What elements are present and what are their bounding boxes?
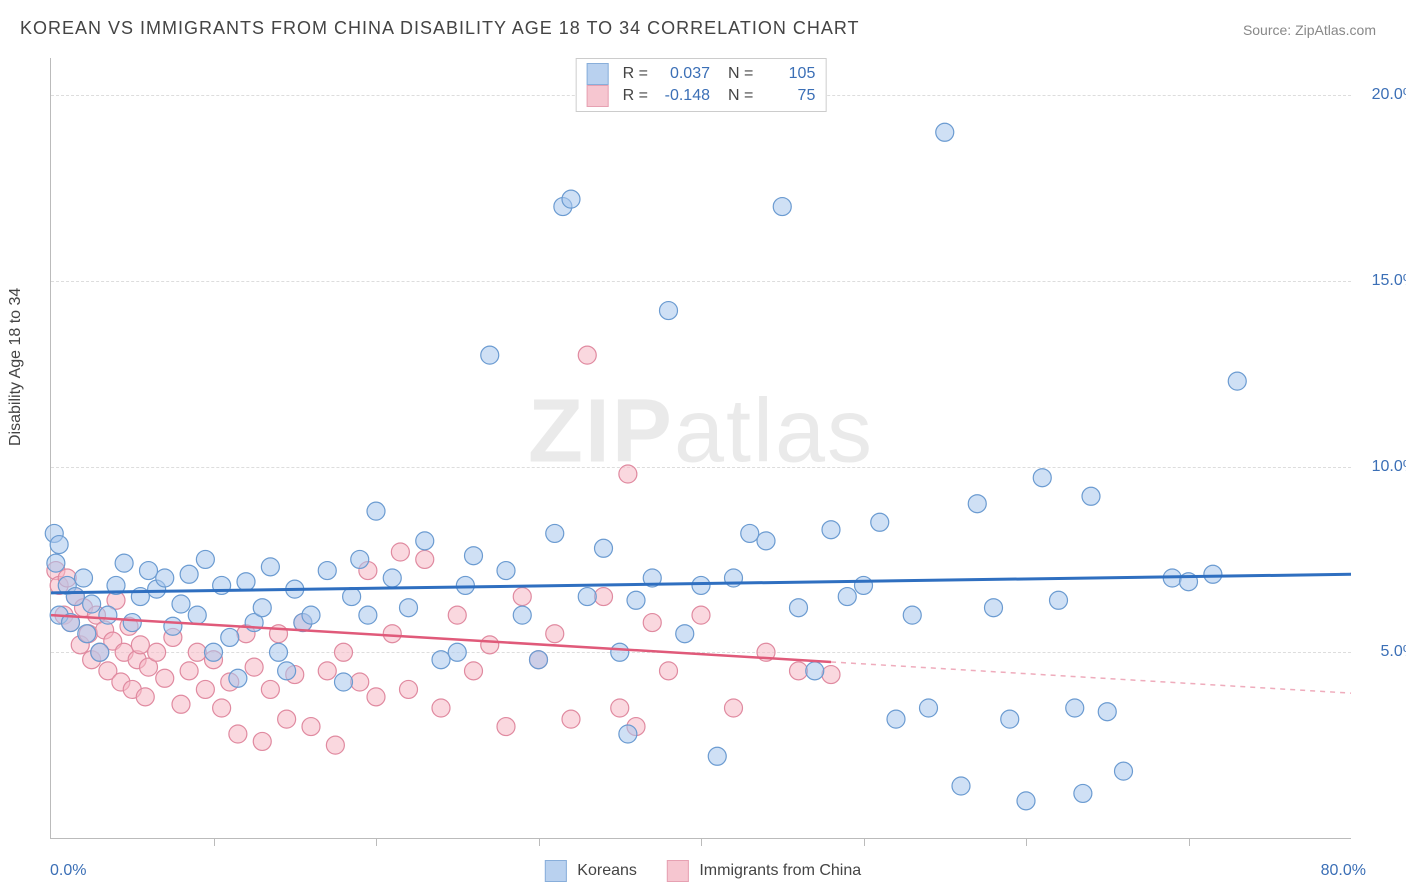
x-tick [376, 838, 377, 846]
source-label: Source: ZipAtlas.com [1243, 22, 1376, 38]
stats-row-china: R = -0.148 N = 75 [587, 85, 816, 107]
x-max-label: 80.0% [1321, 862, 1366, 880]
plot-area: ZIPatlas R = 0.037 N = 105 R = -0.148 N … [50, 58, 1351, 839]
swatch-china-icon [587, 85, 609, 107]
chart-container: KOREAN VS IMMIGRANTS FROM CHINA DISABILI… [0, 0, 1406, 892]
stats-row-koreans: R = 0.037 N = 105 [587, 63, 816, 85]
swatch-koreans-icon [545, 860, 567, 882]
legend-item-china: Immigrants from China [667, 860, 861, 882]
x-tick [214, 838, 215, 846]
x-tick [701, 838, 702, 846]
swatch-koreans-icon [587, 63, 609, 85]
y-tick-label: 15.0% [1372, 272, 1406, 290]
scatter-svg [51, 58, 1351, 838]
x-min-label: 0.0% [50, 862, 86, 880]
y-tick-label: 10.0% [1372, 458, 1406, 476]
x-tick [539, 838, 540, 846]
x-tick [864, 838, 865, 846]
x-tick [1026, 838, 1027, 846]
y-tick-label: 5.0% [1381, 643, 1406, 661]
stats-legend-box: R = 0.037 N = 105 R = -0.148 N = 75 [576, 58, 827, 112]
chart-title: KOREAN VS IMMIGRANTS FROM CHINA DISABILI… [20, 18, 860, 39]
y-axis-label: Disability Age 18 to 34 [7, 288, 25, 446]
legend-item-koreans: Koreans [545, 860, 637, 882]
swatch-china-icon [667, 860, 689, 882]
x-tick [1189, 838, 1190, 846]
bottom-legend: Koreans Immigrants from China [545, 860, 861, 882]
y-tick-label: 20.0% [1372, 86, 1406, 104]
